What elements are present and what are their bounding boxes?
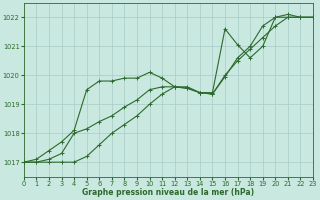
X-axis label: Graphe pression niveau de la mer (hPa): Graphe pression niveau de la mer (hPa)	[82, 188, 254, 197]
